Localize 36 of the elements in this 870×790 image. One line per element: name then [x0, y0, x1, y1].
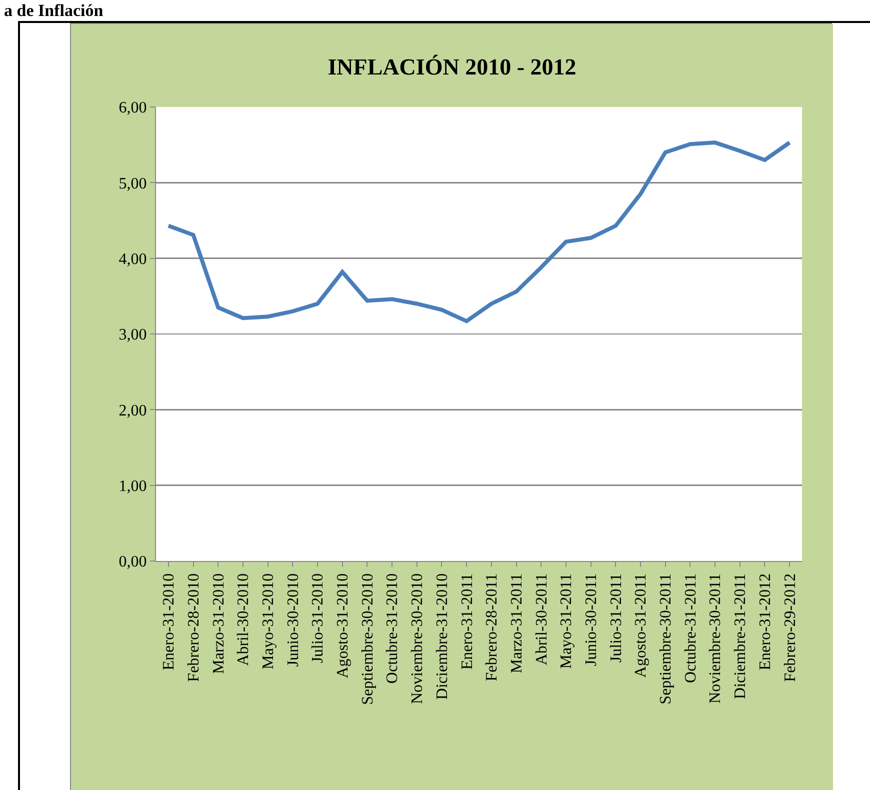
line-series	[166, 140, 792, 324]
x-tick-label: Agosto-31-2010	[334, 573, 352, 678]
x-tick-label: Noviembre-30-2010	[409, 573, 426, 704]
chart-title: INFLACIÓN 2010 - 2012	[328, 54, 576, 80]
x-tick-label: Diciembre-31-2011	[732, 573, 750, 699]
x-tick-label: Mayo-31-2010	[260, 573, 278, 670]
x-tick-label: Julio-31-2010	[310, 573, 327, 664]
x-tick-label: Agosto-31-2011	[632, 573, 650, 678]
y-tick-label: 5,00	[118, 175, 147, 192]
y-tick-label: 3,00	[118, 326, 147, 344]
x-tick-label: Septiembre-30-2011	[658, 573, 675, 704]
y-tick-label: 4,00	[118, 250, 147, 268]
x-tick-label: Marzo-31-2010	[210, 573, 228, 674]
x-tick-label: Marzo-31-2011	[508, 573, 526, 674]
x-tick-label: Septiembre-30-2010	[359, 573, 376, 705]
x-tick-label: Noviembre-30-2011	[707, 573, 724, 704]
y-tick-label: 1,00	[118, 478, 147, 495]
x-tick-label: Abril-30-2011	[533, 573, 550, 666]
x-tick-label: Abril-30-2010	[235, 573, 252, 666]
x-tick-label: Junio-30-2011	[583, 573, 600, 666]
x-tick-label: Febrero-28-2011	[484, 573, 501, 682]
y-tick-label: 6,00	[118, 100, 147, 117]
x-tick-label: Mayo-31-2011	[558, 573, 576, 669]
x-tick-label: Enero-31-2012	[756, 573, 774, 670]
x-tick-label: Enero-31-2010	[160, 573, 178, 670]
text: a de Inflación	[4, 1, 104, 20]
x-tick-label: Octubre-31-2010	[384, 573, 402, 684]
x-tick-label: Enero-31-2011	[458, 573, 476, 670]
x-tick-label: Diciembre-31-2010	[434, 573, 451, 700]
x-tick-label: Junio-30-2010	[284, 573, 302, 667]
x-tick-label: Febrero-28-2010	[185, 573, 202, 682]
x-tick-label: Octubre-31-2011	[682, 573, 700, 683]
x-tick-label: Julio-31-2011	[608, 573, 625, 663]
x-tick-label: Febrero-29-2012	[782, 573, 799, 682]
y-tick-label: 2,00	[118, 402, 147, 420]
y-tick-label: 0,00	[118, 554, 147, 571]
